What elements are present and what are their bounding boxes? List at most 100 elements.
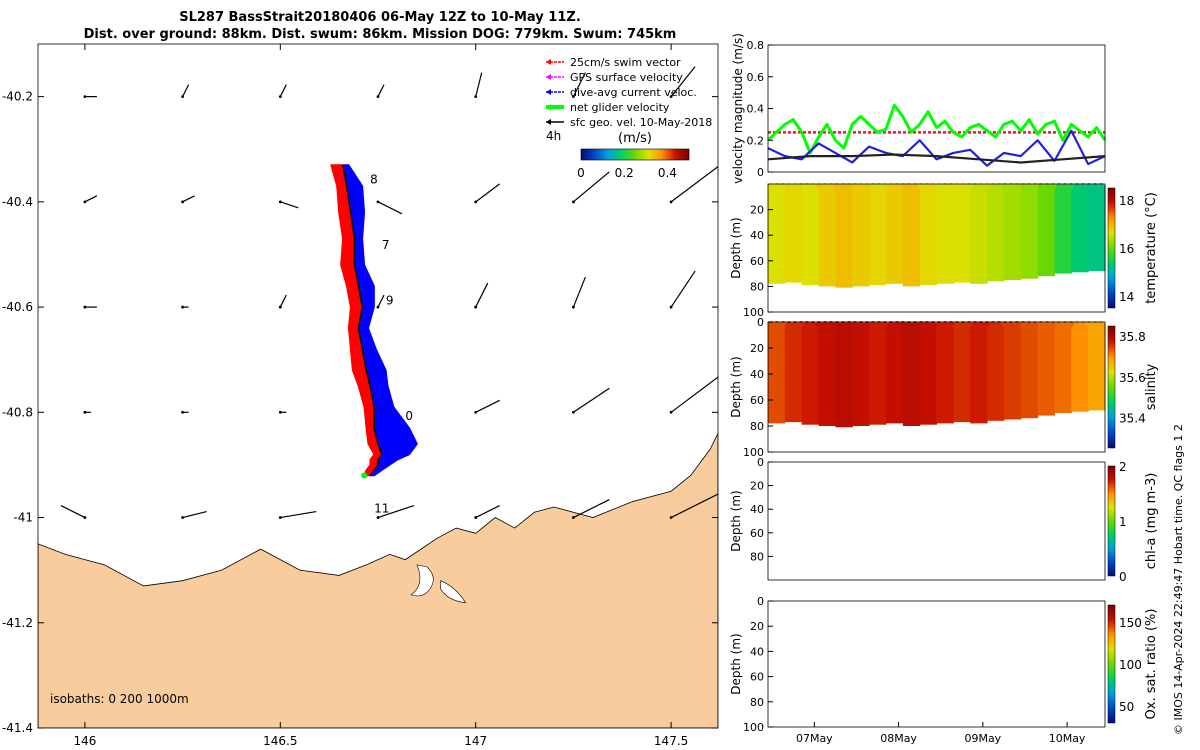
profile-cap [804, 183, 810, 189]
y-tick-label: 0.4 [747, 103, 765, 116]
profile-cap [936, 183, 942, 189]
profile-cap [852, 321, 858, 327]
profile-cap [1098, 183, 1104, 189]
speed-colorbar [580, 148, 690, 161]
profile-cap [1014, 183, 1020, 189]
y-tick-label: 20 [750, 342, 764, 355]
x-tick-label: 147 [464, 734, 487, 748]
colorbar-tick-label: 1 [1119, 515, 1127, 529]
legend-arrowhead [546, 74, 551, 80]
day-marker: 0 [405, 409, 413, 423]
colorbar [1107, 187, 1116, 309]
profile-cap [906, 321, 912, 327]
profile-column [1003, 185, 1022, 280]
profile-cap [816, 183, 822, 189]
legend-arrowhead [546, 119, 551, 125]
geo-velocity-vector [182, 510, 207, 519]
y-tick-label: 100 [743, 306, 764, 319]
geo-velocity-vector [573, 171, 610, 203]
profile-column [835, 185, 853, 288]
y-tick-label: 40 [750, 503, 764, 516]
profile-cap [990, 321, 996, 327]
colorbar-tick-label: 35.8 [1119, 330, 1146, 344]
profile-cap [924, 183, 930, 189]
profile-cap [882, 321, 888, 327]
profile-column [869, 185, 887, 286]
geo-velocity-vector [279, 294, 287, 308]
y-tick-label: 0.2 [747, 134, 765, 147]
profile-cap [1002, 183, 1008, 189]
profile-cap [984, 321, 990, 327]
profile-column [835, 323, 853, 428]
profile-cap [816, 321, 822, 327]
x-tick-label: 10May [1049, 732, 1086, 745]
profile-cap [1080, 321, 1086, 327]
profile-cap [912, 321, 918, 327]
profile-cap [870, 321, 876, 327]
panel-frame [767, 321, 1106, 453]
profile-cap [1056, 183, 1062, 189]
profile-cap [906, 183, 912, 189]
profile-cap [840, 183, 846, 189]
x-tick-label: 09May [964, 732, 1001, 745]
geo-velocity-vector [475, 183, 501, 203]
profile-cap [888, 183, 894, 189]
y-tick-label: 0 [757, 456, 764, 469]
profile-cap [918, 183, 924, 189]
geo-velocity-vector [377, 84, 385, 97]
x-tick-label: 08May [880, 732, 917, 745]
colorbar [1107, 465, 1116, 577]
profile-cap [894, 183, 900, 189]
y-tick-label: -40.6 [2, 300, 33, 314]
profile-column [987, 323, 1005, 421]
profile-cap [972, 321, 978, 327]
y-tick-label: 40 [750, 229, 764, 242]
profile-cap [1044, 321, 1050, 327]
land-mass [38, 433, 718, 728]
geo-velocity-vector [475, 282, 489, 308]
profile-cap [828, 321, 834, 327]
geo-velocity-vector [572, 72, 586, 97]
profile-cap [996, 183, 1002, 189]
profile-column [869, 323, 887, 425]
profile-cap [1032, 183, 1038, 189]
glider-track [342, 164, 383, 476]
profile-cap [822, 321, 828, 327]
profile-cap [1032, 321, 1038, 327]
colorbar-tick-label: 16 [1119, 242, 1134, 256]
profile-cap [1008, 183, 1014, 189]
colorbar-tick-label: 35.6 [1119, 371, 1146, 385]
profile-cap [942, 321, 948, 327]
profile-cap [870, 183, 876, 189]
profile-column [936, 323, 954, 424]
y-tick-label: 100 [743, 446, 764, 459]
profile-cap [894, 321, 900, 327]
y-tick-label: -41.2 [2, 616, 33, 630]
x-tick-label: 146.5 [263, 734, 297, 748]
geo-velocity-vector [670, 493, 718, 519]
profile-column [1054, 185, 1072, 274]
profile-column [885, 323, 904, 424]
profile-cap [1062, 183, 1068, 189]
profile-cap [780, 321, 786, 327]
profile-cap [966, 321, 972, 327]
depth-axis-label: Depth (m) [729, 633, 743, 694]
legend-label: 25cm/s swim vector [570, 56, 681, 69]
depth-axis-label: Depth (m) [729, 490, 743, 551]
colorbar-tick-label: 150 [1119, 616, 1142, 630]
profile-cap [1026, 183, 1032, 189]
geo-velocity-vector [573, 387, 610, 413]
y-tick-label: 0 [757, 316, 764, 329]
profile-column [768, 185, 786, 284]
profile-cap [1038, 183, 1044, 189]
geo-velocity-vector [182, 195, 195, 203]
isobaths-note: isobaths: 0 200 1000m [50, 692, 189, 706]
geo-velocity-vector [280, 510, 317, 519]
geo-velocity-vector [280, 201, 299, 209]
profile-cap [774, 183, 780, 189]
profile-column [818, 185, 836, 287]
profile-cap [1044, 183, 1050, 189]
velocity-frame [767, 44, 1106, 173]
map-plot-area: 8 7 9 0 11 [38, 66, 718, 728]
